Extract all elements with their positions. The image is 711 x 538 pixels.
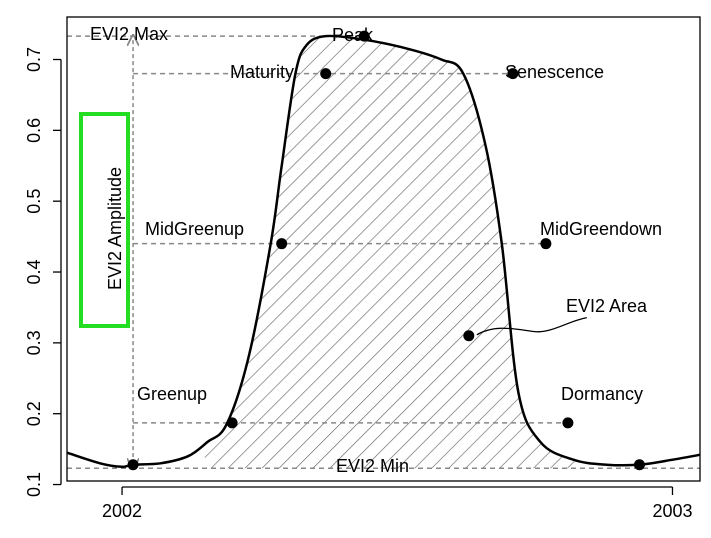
y-tick-label: 0.6 bbox=[24, 118, 44, 143]
point-midgreendown bbox=[540, 238, 552, 250]
x-axis: 2002 2003 bbox=[102, 486, 693, 521]
label-maturity: Maturity bbox=[230, 62, 294, 82]
evi2-curve bbox=[66, 34, 701, 469]
point-dormancy-end bbox=[633, 459, 645, 471]
guide-lines bbox=[67, 35, 700, 469]
evi2-area-hatch bbox=[204, 35, 579, 469]
label-midgreenup: MidGreenup bbox=[145, 219, 244, 239]
y-tick-label: 0.1 bbox=[24, 472, 44, 497]
label-midgreendown: MidGreendown bbox=[540, 219, 662, 239]
point-evi2-min-point bbox=[127, 459, 139, 471]
point-peak bbox=[358, 30, 370, 42]
x-tick-label: 2003 bbox=[652, 501, 692, 521]
y-tick-label: 0.7 bbox=[24, 47, 44, 72]
plot-frame bbox=[66, 16, 701, 482]
point-evi2-area bbox=[463, 330, 475, 342]
point-dormancy bbox=[562, 417, 574, 429]
phenology-points bbox=[127, 30, 645, 471]
label-peak: Peak bbox=[332, 25, 374, 45]
label-senescence: Senescence bbox=[505, 62, 604, 82]
label-evi2-max: EVI2 Max bbox=[90, 24, 168, 44]
label-evi2-area: EVI2 Area bbox=[566, 296, 648, 316]
y-tick-label: 0.4 bbox=[24, 260, 44, 285]
point-midgreenup bbox=[276, 238, 288, 250]
amplitude-highlight-box bbox=[79, 112, 130, 328]
point-senescence bbox=[507, 68, 519, 80]
label-evi2-min: EVI2 Min bbox=[336, 456, 409, 476]
point-maturity bbox=[320, 68, 332, 80]
y-axis: 0.1 0.2 0.3 0.4 0.5 0.6 0.7 bbox=[24, 47, 62, 497]
label-greenup: Greenup bbox=[137, 384, 207, 404]
y-tick-label: 0.5 bbox=[24, 189, 44, 214]
x-tick-label: 2002 bbox=[102, 501, 142, 521]
label-evi2-amplitude: EVI2 Amplitude bbox=[105, 167, 125, 290]
y-tick-label: 0.3 bbox=[24, 330, 44, 355]
area-leader-line bbox=[476, 317, 587, 336]
y-tick-label: 0.2 bbox=[24, 401, 44, 426]
label-dormancy: Dormancy bbox=[561, 384, 643, 404]
point-greenup bbox=[226, 417, 238, 429]
